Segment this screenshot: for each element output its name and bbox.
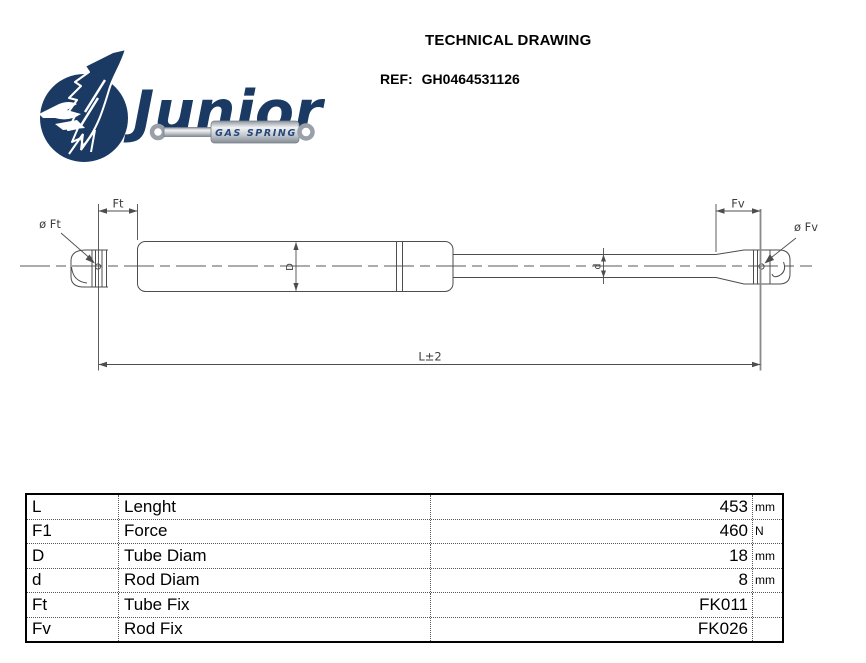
gas-spring-drawing: Ft Fv ø Ft ø Fv L±2 D d [0,190,866,395]
banner-rod [163,127,215,137]
row-symbol: D [27,544,119,568]
row-name: Force [119,519,431,543]
row-name: Rod Diam [119,568,431,592]
piston-rod [453,254,716,278]
right-eyelet-fitting [715,249,791,285]
table-row: Fv Rod Fix FK026 [27,616,782,642]
tube-diam-label: D [285,263,296,271]
row-value: FK026 [431,617,753,641]
row-value: 18 [431,544,753,568]
table-row: Ft Tube Fix FK011 [27,592,782,617]
dia-fv-label: ø Fv [794,220,818,234]
table-row: F1 Force 460 N [27,518,782,543]
table-row: d Rod Diam 8 mm [27,567,782,592]
row-name: Lenght [119,495,431,519]
rod-diam-label: d [593,263,604,269]
gas-spring-diagram: Ft Fv ø Ft ø Fv L±2 D d [20,197,818,371]
row-value: FK011 [431,593,753,617]
fv-dimension-label: Fv [731,197,745,211]
reference-value: GH0464531126 [421,71,520,87]
row-value: 8 [431,568,753,592]
row-name: Rod Fix [119,617,431,641]
length-dimension-label: L±2 [418,350,441,364]
row-value: 453 [431,495,753,519]
row-unit: N [755,524,764,539]
row-symbol: Fv [27,617,119,641]
tube-body [137,241,454,292]
row-name: Tube Fix [119,593,431,617]
eagle-emblem-icon [39,48,128,162]
brand-tagline: GAS SPRING [215,128,297,139]
dimension-arrowheads [85,208,774,368]
row-unit: mm [755,499,775,514]
ft-dimension-label: Ft [112,197,124,211]
row-name: Tube Diam [119,544,431,568]
row-symbol: F1 [27,519,119,543]
row-symbol: d [27,568,119,592]
gas-spring-banner: GAS SPRING [149,120,315,144]
row-value: 460 [431,519,753,543]
row-unit: mm [755,548,775,563]
spec-table: L Lenght 453 mm F1 Force 460 N D Tube Di… [25,493,784,643]
row-unit [753,593,782,617]
banner-left-eyelet-icon [149,123,167,141]
row-unit [753,618,782,642]
row-symbol: L [27,495,119,519]
table-row: D Tube Diam 18 mm [27,543,782,568]
page-title: TECHNICAL DRAWING [425,32,592,49]
dia-ft-label: ø Ft [39,217,61,231]
logo-graphic: Junior GAS SPRING [39,48,326,162]
left-eyelet-fitting [70,249,108,288]
junior-gas-spring-logo: Junior GAS SPRING [25,42,326,172]
table-row: L Lenght 453 mm [27,495,782,519]
reference-line: REF: GH0464531126 [380,71,520,87]
banner-right-eyelet-icon [297,123,315,141]
row-unit: mm [755,573,775,588]
dia-ft-leader-line [60,232,94,262]
row-symbol: Ft [27,593,119,617]
reference-label: REF: [380,71,413,87]
